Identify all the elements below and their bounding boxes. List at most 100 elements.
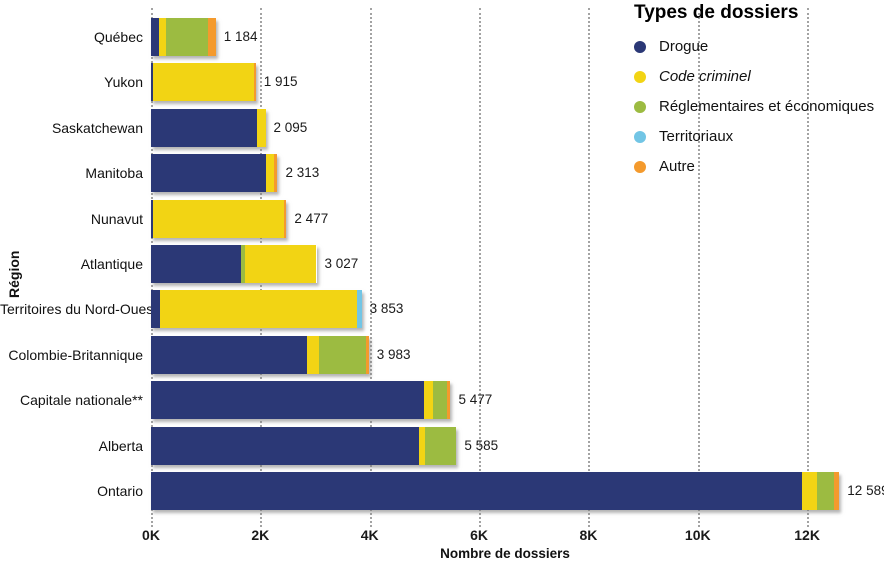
legend-item-label: Autre [659, 158, 695, 175]
legend-items: Drogue Code criminel Réglementaires et éco… [634, 38, 884, 175]
value-label: 2 477 [294, 210, 329, 226]
x-tick-4K: 4K [360, 527, 379, 543]
x-tick-2K: 2K [251, 527, 270, 543]
bar-Québec [151, 18, 216, 56]
bar-Manitoba [151, 154, 278, 193]
segment-Code criminel [152, 63, 254, 102]
legend-item-Territoriaux: Territoriaux [634, 128, 884, 145]
value-label: 3 853 [369, 301, 404, 317]
segment-Autre [208, 18, 216, 56]
segment-Code criminel [801, 472, 818, 510]
region-label-Atlantique: Atlantique [80, 256, 143, 272]
region-label-Yukon: Yukon [104, 74, 143, 91]
value-label: 2 313 [285, 165, 320, 181]
segment-Réglementaires et économiques [319, 335, 367, 374]
value-label: 3 027 [324, 256, 359, 271]
bar-Yukon [151, 63, 256, 102]
segment-Autre [274, 154, 278, 193]
legend: Types de dossiers Drogue Code criminel Rég… [634, 2, 884, 188]
legend-dot-icon [634, 160, 646, 173]
bar-Colombie-Britannique [151, 335, 369, 374]
bar-Atlantique [151, 245, 317, 283]
segment-Territoriaux [357, 290, 362, 329]
segment-Réglementaires et économiques [165, 18, 209, 56]
legend-item-label: Territoriaux [659, 128, 734, 145]
value-label: 5 585 [464, 437, 499, 453]
legend-item-Code criminel: Code criminel [634, 68, 884, 85]
bar-Ontario [151, 472, 840, 510]
segment-Drogue [151, 108, 258, 147]
bar-Territoires du Nord-Ouest [151, 290, 362, 329]
segment-Code criminel [152, 199, 284, 238]
segment-Code criminel [159, 18, 166, 56]
legend-dot-icon [634, 100, 646, 113]
plot-area: 1 184 1 915 2 095 2 313 2 477 3 027 3 853 3 983… [151, 8, 884, 527]
bar-Alberta [151, 426, 457, 465]
legend-item-label: Drogue [659, 38, 709, 55]
region-label-Ontario: Ontario [97, 483, 143, 499]
x-tick-12K: 12K [794, 527, 820, 543]
legend-dot-icon [634, 70, 646, 83]
segment-Drogue [151, 426, 419, 465]
region-label-Colombie-Britannique: Colombie-Britannique [8, 346, 143, 363]
segment-Autre [833, 472, 840, 510]
gridline-10K [697, 8, 700, 527]
segment-Réglementaires et économiques [424, 426, 457, 465]
value-label: 5 477 [458, 392, 493, 408]
region-label-Territoires du Nord-Ouest: Territoires du Nord-Ouest [0, 301, 158, 318]
x-tick-0K: 0K [142, 527, 160, 543]
region-label-Manitoba: Manitoba [85, 165, 143, 182]
region-label-Saskatchewan: Saskatchewan [51, 119, 143, 136]
gridline-8K [588, 8, 591, 527]
segment-Autre [447, 381, 451, 420]
segment-Drogue [151, 381, 425, 420]
segment-Drogue [151, 154, 266, 193]
segment-Code criminel [265, 154, 274, 193]
value-label: 12 589 [847, 483, 884, 498]
x-tick-10K: 10K [684, 527, 711, 543]
x-tick-6K: 6K [470, 527, 488, 543]
segment-Drogue [151, 63, 153, 102]
segment-Code criminel [160, 290, 358, 329]
segment-Drogue [151, 290, 161, 329]
segment-Réglementaires et économiques [240, 245, 246, 283]
legend-dot-icon [634, 40, 646, 53]
segment-Code criminel [424, 381, 433, 420]
bar-Capitale nationale** [151, 381, 451, 420]
value-label: 2 095 [273, 119, 308, 135]
segment-Réglementaires et économiques [817, 472, 834, 510]
value-label: 1 915 [263, 74, 298, 90]
legend-item-label: Réglementaires et économiques [659, 98, 875, 115]
segment-Autre [283, 199, 287, 238]
legend-item-Autre: Autre [634, 158, 884, 175]
segment-Réglementaires et économiques [432, 381, 448, 420]
segment-Code criminel [418, 426, 425, 465]
gridline-4K [369, 8, 372, 527]
region-label-Capitale nationale**: Capitale nationale** [20, 392, 143, 409]
legend-title: Types de dossiers [634, 2, 799, 23]
legend-dot-icon [634, 130, 646, 143]
segment-Code criminel [306, 335, 320, 374]
segment-Autre [366, 335, 369, 374]
x-axis-title: Nombre de dossiers [440, 546, 570, 561]
bar-Nunavut [151, 199, 287, 238]
value-label: 3 983 [376, 346, 411, 362]
legend-item-label: Code criminel [659, 68, 751, 85]
segment-Drogue [151, 245, 241, 283]
legend-item-Réglementaires et économiques: Réglementaires et économiques [634, 98, 884, 115]
segment-Drogue [151, 472, 802, 510]
gridline-12K [807, 8, 810, 527]
region-label-Alberta: Alberta [98, 437, 143, 454]
bar-Saskatchewan [151, 108, 266, 147]
segment-Code criminel [257, 108, 266, 147]
x-tick-8K: 8K [579, 527, 598, 543]
region-label-Québec: Québec [93, 29, 143, 45]
segment-Drogue [151, 199, 153, 238]
legend-item-Drogue: Drogue [634, 38, 884, 55]
segment-Drogue [151, 18, 160, 56]
gridline-6K [479, 8, 482, 527]
value-label: 1 184 [223, 29, 258, 44]
segment-Drogue [151, 335, 307, 374]
segment-Autre [253, 63, 256, 102]
